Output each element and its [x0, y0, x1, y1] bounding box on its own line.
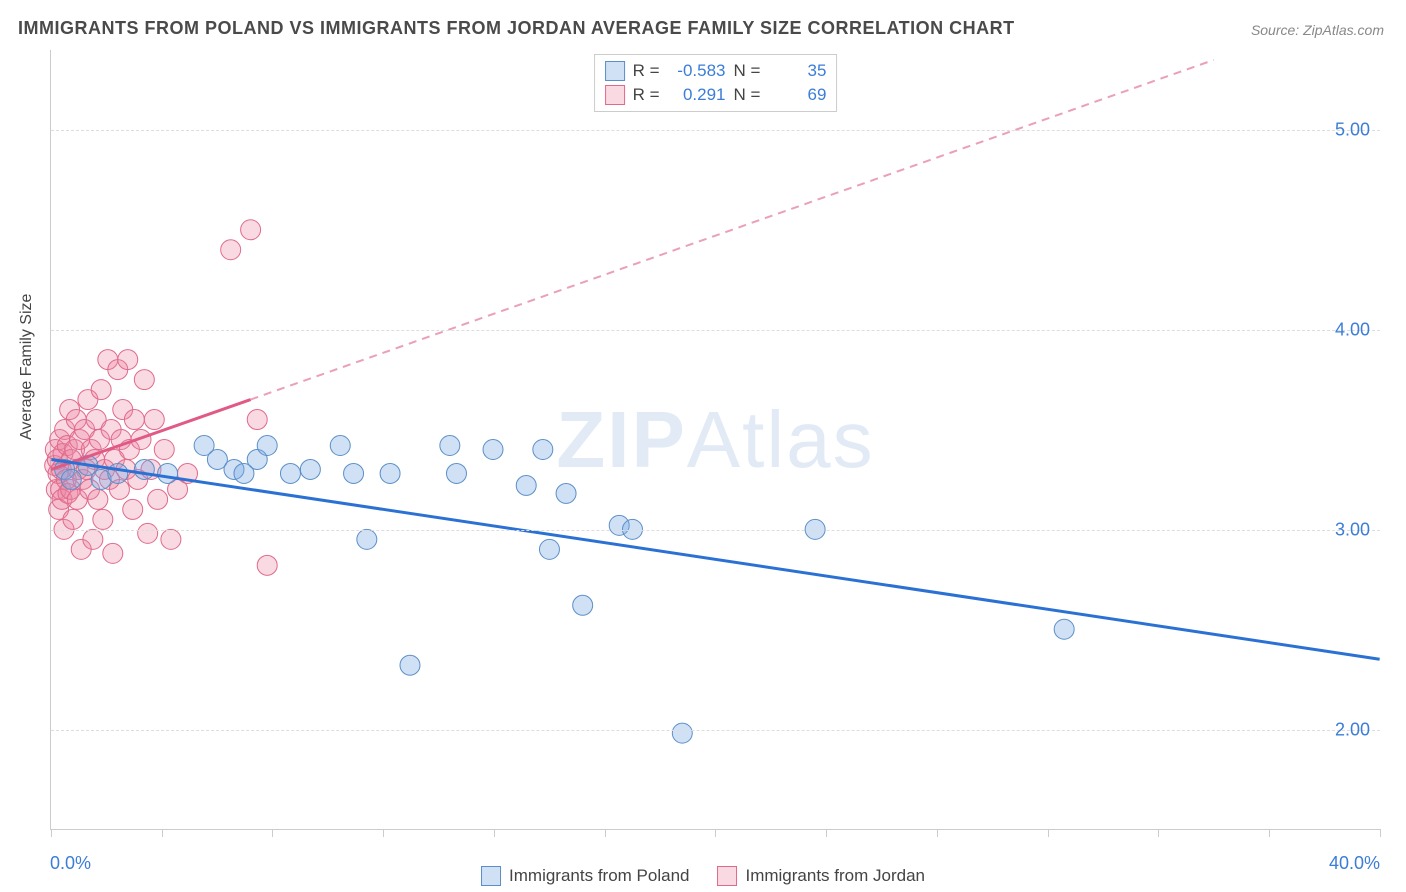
x-tick	[937, 829, 938, 837]
x-tick	[715, 829, 716, 837]
legend-stats-row: R = -0.583 N = 35	[605, 59, 827, 83]
x-axis-min-label: 0.0%	[50, 853, 91, 874]
legend-item: Immigrants from Poland	[481, 866, 689, 886]
data-point	[134, 459, 154, 479]
legend-item: Immigrants from Jordan	[717, 866, 925, 886]
data-point	[573, 595, 593, 615]
legend-bottom: Immigrants from Poland Immigrants from J…	[481, 866, 925, 886]
stat-r-value: 0.291	[668, 85, 726, 105]
data-point	[380, 463, 400, 483]
stat-n-value: 35	[768, 61, 826, 81]
data-point	[672, 723, 692, 743]
chart-plot-area: ZIPAtlas R = -0.583 N = 35 R = 0.291 N =…	[50, 50, 1380, 830]
data-point	[330, 436, 350, 456]
data-point	[357, 529, 377, 549]
data-point	[91, 380, 111, 400]
data-point	[123, 499, 143, 519]
swatch-blue-icon	[481, 866, 501, 886]
data-point	[400, 655, 420, 675]
data-point	[483, 440, 503, 460]
gridline	[51, 730, 1380, 731]
data-point	[158, 463, 178, 483]
x-tick	[162, 829, 163, 837]
data-point	[440, 436, 460, 456]
swatch-blue-icon	[605, 61, 625, 81]
data-point	[257, 436, 277, 456]
data-point	[103, 543, 123, 563]
legend-stats-row: R = 0.291 N = 69	[605, 83, 827, 107]
data-point	[108, 463, 128, 483]
x-axis-max-label: 40.0%	[1329, 853, 1380, 874]
y-tick-label: 4.00	[1335, 320, 1370, 341]
data-point	[446, 463, 466, 483]
data-point	[88, 489, 108, 509]
data-point	[516, 475, 536, 495]
x-tick	[1380, 829, 1381, 837]
y-tick-label: 2.00	[1335, 720, 1370, 741]
x-tick	[51, 829, 52, 837]
gridline	[51, 130, 1380, 131]
stat-r-label: R =	[633, 85, 660, 105]
data-point	[154, 440, 174, 460]
stat-r-label: R =	[633, 61, 660, 81]
data-point	[280, 463, 300, 483]
x-tick	[605, 829, 606, 837]
data-point	[539, 539, 559, 559]
data-point	[161, 529, 181, 549]
stat-n-label: N =	[734, 61, 761, 81]
data-point	[61, 469, 81, 489]
x-tick	[1269, 829, 1270, 837]
stat-r-value: -0.583	[668, 61, 726, 81]
stat-n-label: N =	[734, 85, 761, 105]
data-point	[241, 220, 261, 240]
data-point	[257, 555, 277, 575]
stat-n-value: 69	[768, 85, 826, 105]
gridline	[51, 330, 1380, 331]
y-tick-label: 5.00	[1335, 120, 1370, 141]
data-point	[344, 463, 364, 483]
x-tick	[826, 829, 827, 837]
y-tick-label: 3.00	[1335, 520, 1370, 541]
data-point	[63, 509, 83, 529]
data-point	[1054, 619, 1074, 639]
trend-line	[51, 459, 1379, 659]
data-point	[533, 440, 553, 460]
gridline	[51, 530, 1380, 531]
data-point	[556, 483, 576, 503]
x-tick	[383, 829, 384, 837]
x-tick	[1158, 829, 1159, 837]
legend-label: Immigrants from Poland	[509, 866, 689, 886]
source-credit: Source: ZipAtlas.com	[1251, 22, 1384, 38]
data-point	[93, 509, 113, 529]
y-axis-title: Average Family Size	[18, 294, 36, 440]
data-point	[124, 410, 144, 430]
x-tick	[494, 829, 495, 837]
swatch-pink-icon	[717, 866, 737, 886]
legend-label: Immigrants from Jordan	[745, 866, 925, 886]
data-point	[118, 350, 138, 370]
data-point	[144, 410, 164, 430]
data-point	[221, 240, 241, 260]
data-point	[300, 459, 320, 479]
data-point	[148, 489, 168, 509]
data-point	[134, 370, 154, 390]
data-point	[83, 529, 103, 549]
swatch-pink-icon	[605, 85, 625, 105]
data-point	[138, 523, 158, 543]
x-tick	[272, 829, 273, 837]
data-point	[247, 410, 267, 430]
plot-svg	[51, 50, 1380, 829]
x-tick	[1048, 829, 1049, 837]
legend-stats-box: R = -0.583 N = 35 R = 0.291 N = 69	[594, 54, 838, 112]
page-title: IMMIGRANTS FROM POLAND VS IMMIGRANTS FRO…	[18, 18, 1015, 39]
